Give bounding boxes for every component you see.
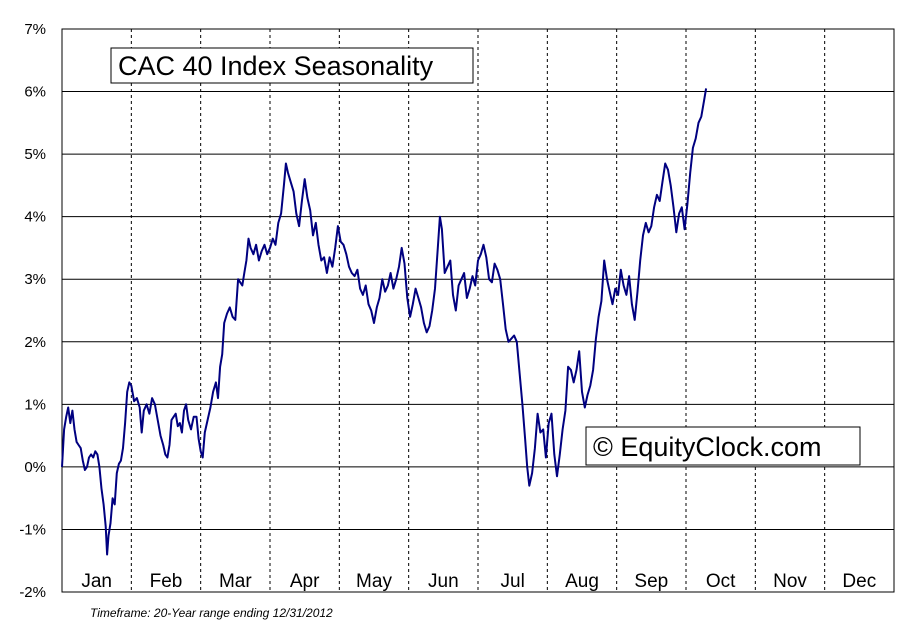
seasonality-line [61,88,708,556]
y-tick-label: 4% [24,209,46,226]
x-tick-label-oct: Oct [706,571,736,592]
timeframe-footnote: Timeframe: 20-Year range ending 12/31/20… [90,606,333,620]
y-tick-label: 1% [24,396,46,413]
y-tick-label: -1% [19,521,46,538]
x-tick-label-apr: Apr [290,571,320,592]
y-tick-label: -2% [19,584,46,601]
x-tick-label-jun: Jun [428,571,459,592]
x-tick-label-jul: Jul [501,571,525,592]
x-tick-label-jan: Jan [81,571,112,592]
x-tick-label-mar: Mar [219,571,252,592]
watermark-frame [585,426,861,466]
watermark-text: © EquityClock.com [593,432,821,462]
vertical-gridlines [130,29,826,592]
y-tick-label: 7% [24,21,46,38]
x-tick-label-sep: Sep [634,571,668,592]
y-tick-label: 5% [24,146,46,163]
y-axis-tick-labels: -2% -1% 0% 1% 2% 3% 4% 5% 6% 7% [19,21,46,601]
y-tick-label: 0% [24,459,46,476]
x-tick-label-nov: Nov [773,571,807,592]
plot-area-border [61,28,895,593]
x-tick-label-may: May [356,571,392,592]
x-axis-month-labels: Jan Feb Mar Apr May Jun Jul Aug Sep Oct Nov Dec [81,571,876,592]
y-tick-label: 3% [24,271,46,288]
watermark-box: © EquityClock.com [585,426,861,466]
chart-title-box: CAC 40 Index Seasonality [110,47,474,84]
y-tick-label: 6% [24,84,46,101]
x-tick-label-dec: Dec [842,571,876,592]
chart-title: CAC 40 Index Seasonality [118,51,434,81]
x-tick-label-aug: Aug [565,571,599,592]
y-tick-label: 2% [24,334,46,351]
x-tick-label-feb: Feb [150,571,183,592]
chart-title-frame [110,47,474,84]
